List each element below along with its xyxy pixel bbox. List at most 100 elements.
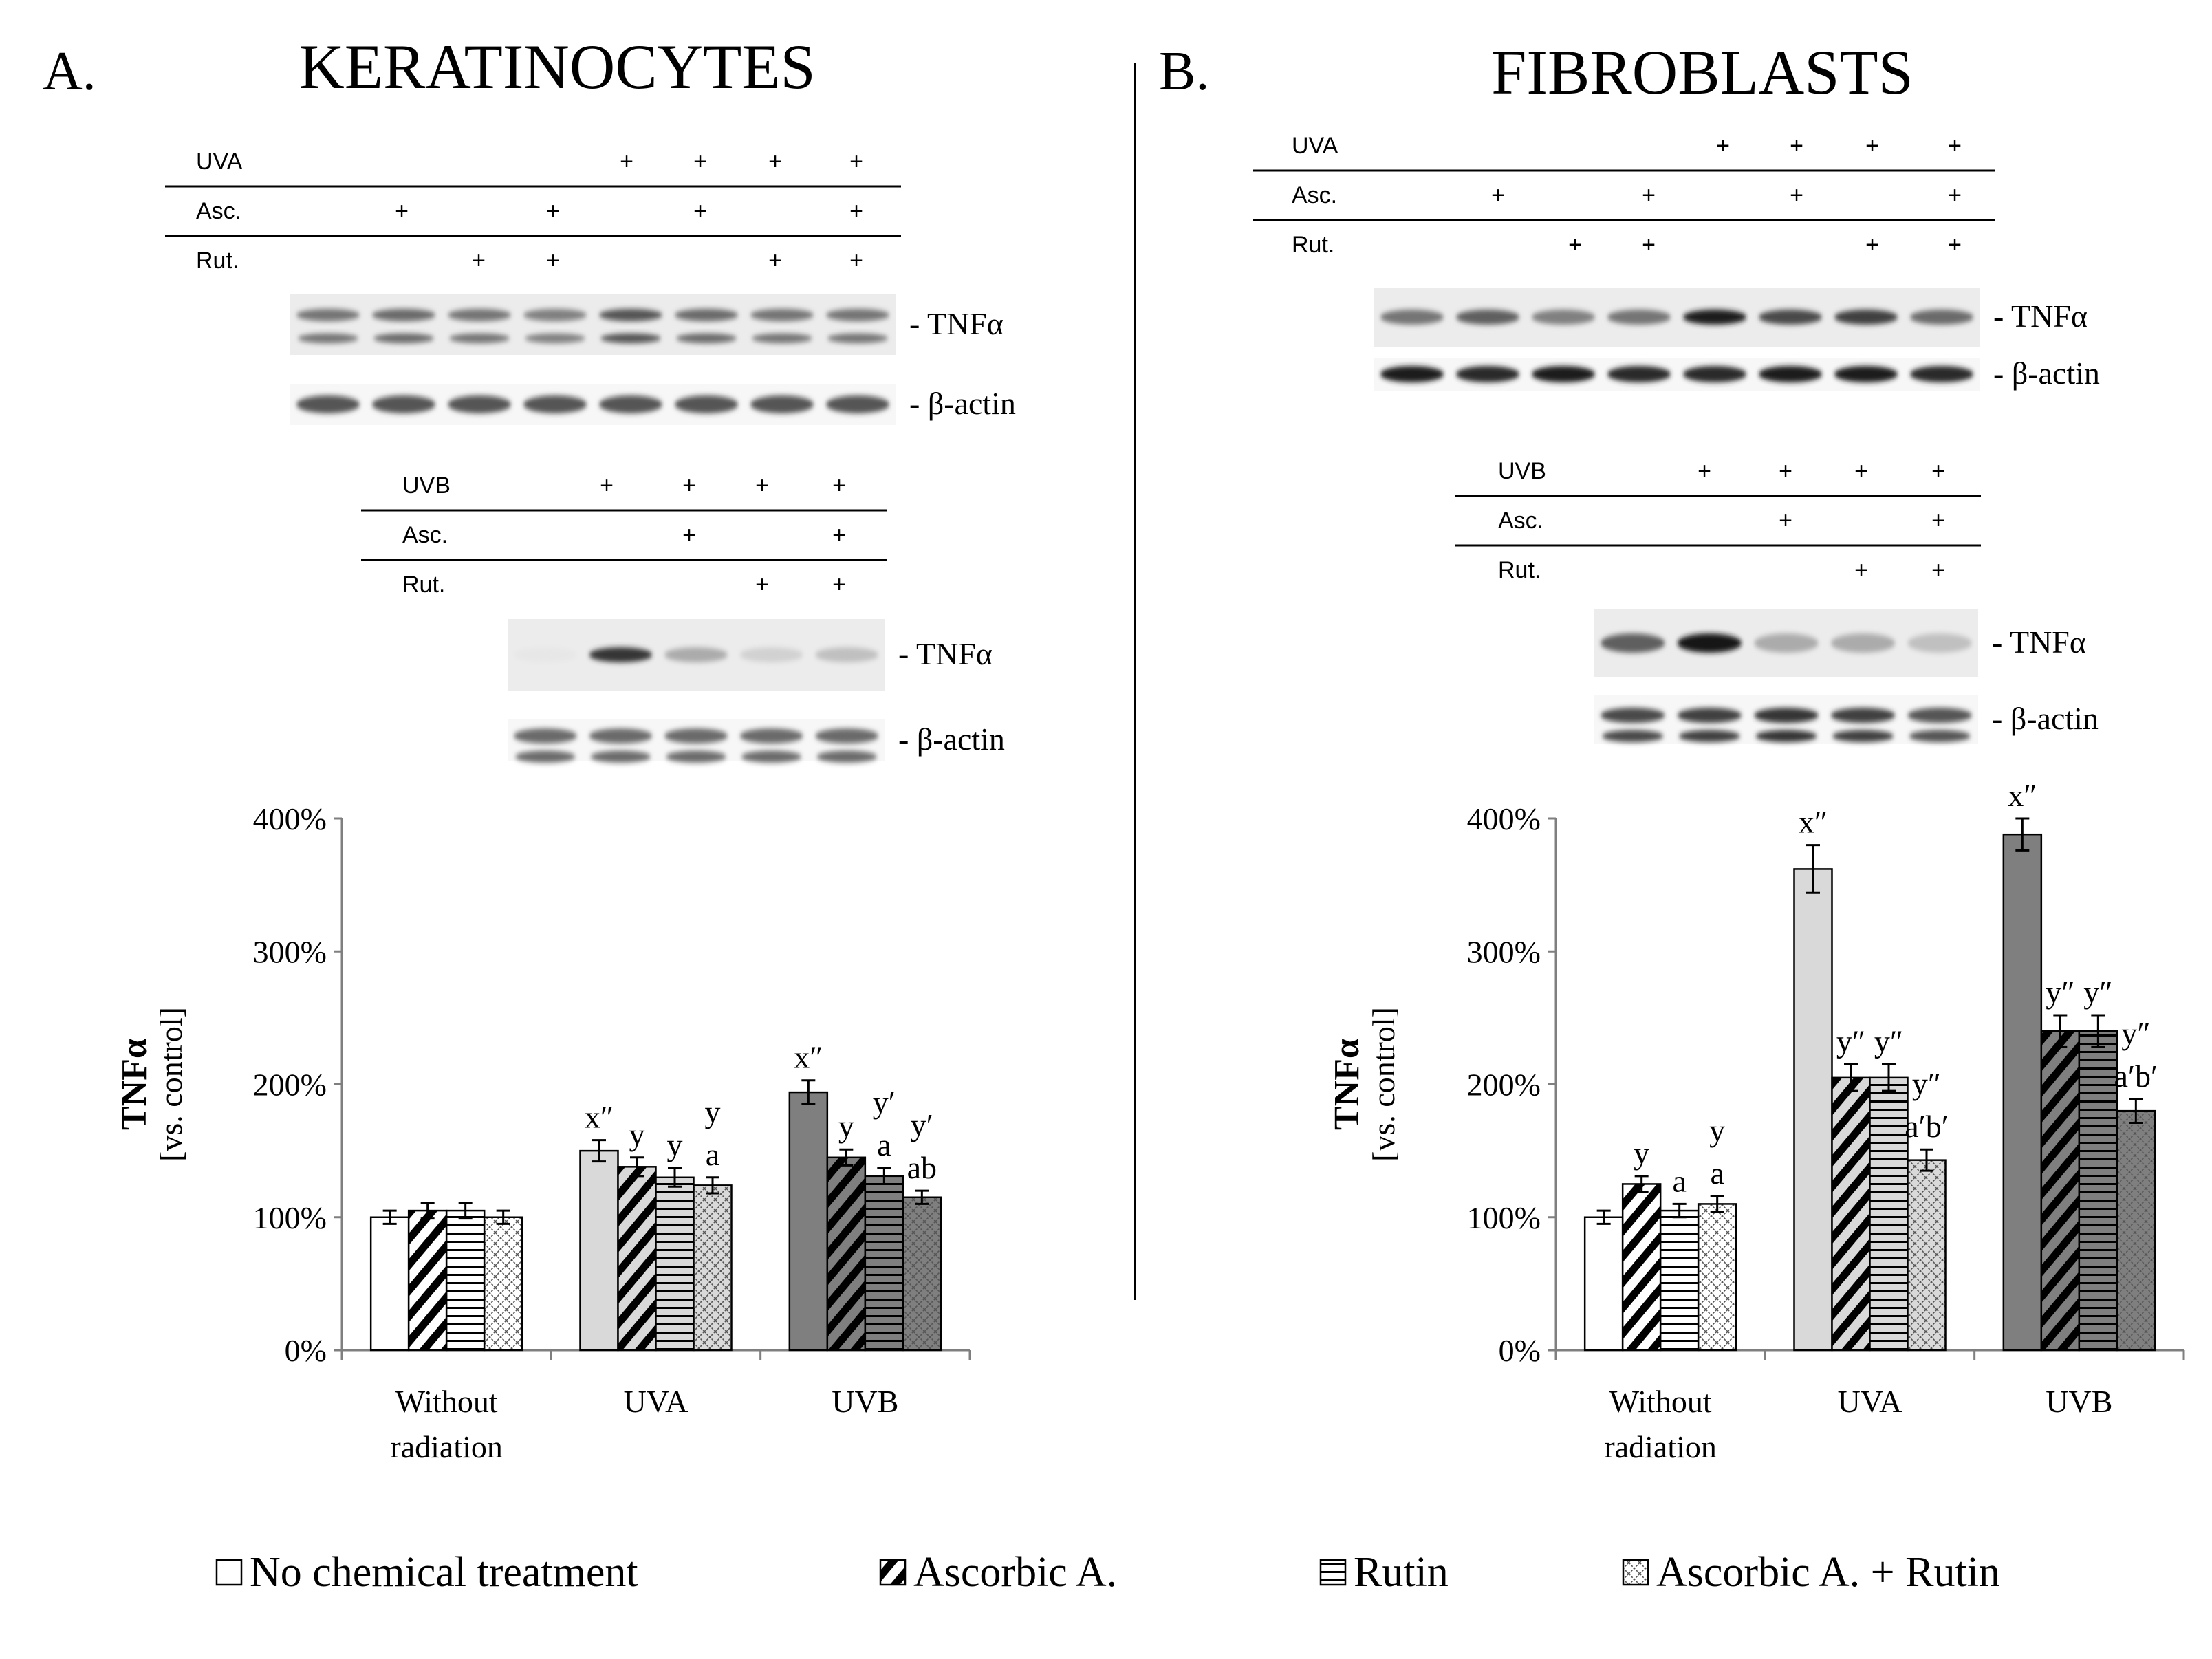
category-label: radiation	[1604, 1429, 1717, 1464]
category-label: Without	[395, 1384, 498, 1419]
b-uva-plus-mark: +	[1948, 133, 1962, 159]
panel-b-letter: B.	[1159, 41, 1209, 102]
bar	[1831, 1076, 1871, 1352]
b-uvb-actin-band	[1830, 708, 1896, 723]
significance-label: a′b′	[2114, 1059, 2158, 1094]
b-uvb-row-label: Asc.	[1498, 508, 1543, 534]
a-uva-plus-mark: +	[472, 248, 486, 274]
western-blots: UVA + + + + Asc. + + + + Rut. + + + + - TNFα - β-actin UV…	[165, 133, 2100, 763]
b-uvb-plus-mark: +	[1854, 557, 1868, 583]
bar	[826, 1156, 867, 1352]
category-label: UVA	[624, 1384, 688, 1419]
a-uva-actin-band	[598, 395, 663, 413]
significance-label: a′b′	[1905, 1109, 1949, 1144]
bar	[2078, 1030, 2118, 1352]
chart-keratinocytes: 0% 100% 200% 300% 400% TNFα [vs. control] Witho…	[115, 801, 971, 1464]
y-axis-title: TNFα	[1327, 1039, 1367, 1130]
y-tick-label: 100%	[253, 1200, 327, 1235]
b-uva-row-label: Rut.	[1292, 232, 1334, 258]
a-uva-actin-band	[371, 395, 436, 413]
b-uva-plus-mark: +	[1790, 182, 1803, 208]
significance-label: a	[1710, 1156, 1724, 1191]
a-uva-plus-mark: +	[768, 248, 782, 274]
bar	[693, 1184, 733, 1352]
significance-label: x″	[585, 1100, 614, 1135]
b-uva-tnf-band	[1834, 310, 1898, 325]
category-label: UVB	[832, 1384, 898, 1419]
a-uvb-plus-mark: +	[682, 473, 696, 499]
significance-label: y″	[2083, 975, 2112, 1010]
a-uvb-actin-band	[739, 728, 803, 744]
a-uvb-actin-band	[590, 750, 651, 763]
b-uvb-actin-band	[1907, 708, 1973, 723]
a-uvb-plus-mark: +	[682, 522, 696, 548]
significance-label: a	[706, 1137, 719, 1172]
b-uva-tnf-band	[1758, 310, 1823, 325]
a-uva-actin-band	[750, 395, 814, 413]
legend-label: No chemical treatment	[250, 1549, 638, 1596]
b-uva-actin-band	[1380, 366, 1444, 382]
a-uvb-actin-band	[664, 728, 728, 744]
bar	[445, 1209, 486, 1352]
b-uva-plus-mark: +	[1491, 182, 1505, 208]
b-uva-tnf-band	[1380, 310, 1444, 325]
b-uvb-tnf-band	[1677, 633, 1742, 653]
bar	[1583, 1216, 1624, 1352]
b-uvb-actin-band	[1678, 730, 1741, 742]
legend-swatch	[1319, 1559, 1347, 1586]
significance-label: y	[1709, 1113, 1725, 1148]
y-tick-label: 400%	[253, 801, 327, 836]
a-uva-tnf-band	[674, 309, 739, 321]
a-uvb-actin-band	[816, 750, 878, 763]
bar	[1907, 1159, 1947, 1352]
a-uvb-plus-mark: +	[832, 522, 846, 548]
a-uvb-tnf-label: - TNFα	[898, 636, 993, 671]
b-uvb-plus-mark: +	[1779, 458, 1792, 484]
b-uva-plus-mark: +	[1568, 232, 1582, 258]
a-uva-tnf-band	[827, 333, 888, 343]
a-uva-plus-mark: +	[849, 198, 863, 224]
a-uvb-actin-band	[513, 728, 577, 744]
a-uvb-tnf-band	[739, 647, 803, 662]
b-uvb-actin-label: - β-actin	[1992, 701, 2099, 736]
b-uva-plus-mark: +	[1790, 133, 1803, 159]
a-uva-plus-mark: +	[395, 198, 409, 224]
a-uva-actin-band	[825, 395, 890, 413]
significance-label: y″	[1912, 1066, 1941, 1101]
significance-label: x″	[794, 1040, 823, 1075]
a-uva-plus-mark: +	[693, 149, 707, 175]
a-uva-tnf-band	[449, 333, 510, 343]
a-uvb-actin-band	[741, 750, 802, 763]
significance-label: y	[1634, 1136, 1649, 1171]
b-uvb-actin-band	[1677, 708, 1742, 723]
significance-label: y″	[2121, 1016, 2150, 1051]
y-tick-label: 200%	[1467, 1067, 1541, 1103]
category-label: Without	[1609, 1384, 1712, 1419]
a-uva-tnf-label: - TNFα	[909, 306, 1004, 341]
legend-label: Ascorbic A. + Rutin	[1656, 1549, 2000, 1596]
b-uvb-tnf-label: - TNFα	[1992, 625, 2086, 660]
a-uva-tnf-band	[523, 309, 587, 321]
a-uva-actin-band	[447, 395, 512, 413]
a-uvb-actin-label: - β-actin	[898, 722, 1005, 757]
y-tick-label: 300%	[1467, 934, 1541, 969]
y-tick-label: 400%	[1467, 801, 1541, 836]
b-uvb-actin-band	[1600, 708, 1665, 723]
bar	[579, 1149, 619, 1352]
y-tick-label: 300%	[253, 934, 327, 969]
a-uva-plus-mark: +	[693, 198, 707, 224]
a-uvb-plus-mark: +	[755, 473, 769, 499]
b-uvb-actin-band	[1602, 730, 1664, 742]
a-uvb-plus-mark: +	[600, 473, 614, 499]
b-uva-actin-band	[1682, 366, 1747, 382]
bar	[483, 1216, 523, 1352]
a-uva-tnf-band	[298, 333, 358, 343]
b-uva-plus-mark: +	[1865, 232, 1879, 258]
bar	[655, 1176, 695, 1352]
b-uva-actin-band	[1834, 366, 1898, 382]
a-uva-plus-mark: +	[768, 149, 782, 175]
a-uva-actin-band	[296, 395, 360, 413]
legend-label: Ascorbic A.	[913, 1549, 1117, 1596]
significance-label: y′	[873, 1085, 896, 1120]
a-uvb-plus-mark: +	[832, 473, 846, 499]
